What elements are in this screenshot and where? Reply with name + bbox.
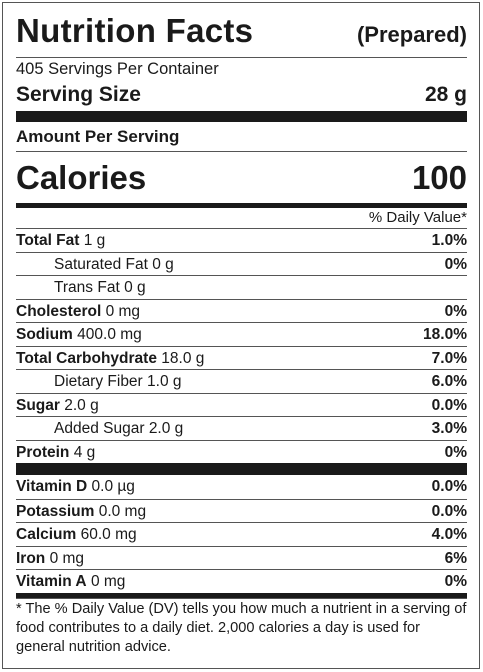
nutrient-row: Saturated Fat 0 g 0% (16, 251, 467, 276)
nutrient-daily-value: 0.0% (431, 478, 467, 495)
nutrient-label: Saturated Fat (54, 255, 148, 273)
nutrient-row: Protein 4 g 0% (16, 439, 467, 464)
calories-row: Calories 100 (16, 151, 467, 203)
nutrient-amount: 0 g (124, 279, 146, 296)
nutrient-row: Vitamin D 0.0 µg 0.0% (16, 475, 467, 499)
medium-divider (16, 203, 467, 208)
nutrient-daily-value: 0% (444, 255, 467, 273)
nutrient-row: Total Carbohydrate 18.0 g 7.0% (16, 345, 467, 370)
nutrient-amount: 0 mg (90, 573, 126, 590)
nutrient-amount: 0 mg (49, 549, 85, 567)
nutrient-daily-value: 0% (444, 573, 467, 590)
prepared-note: (Prepared) (356, 22, 467, 47)
nutrient-list: Total Fat 1 g 1.0% Saturated Fat 0 g 0% Tran… (16, 228, 467, 463)
nutrient-row: Added Sugar 2.0 g 3.0% (16, 416, 467, 440)
serving-size-row: Serving Size 28 g (16, 79, 467, 111)
nutrient-row: Dietary Fiber 1.0 g 6.0% (16, 369, 467, 393)
nutrient-name: Calcium 60.0 mg (16, 523, 137, 546)
nutrient-amount: 2.0 g (64, 396, 99, 414)
nutrient-row: Sugar 2.0 g 0.0% (16, 392, 467, 417)
nutrient-row: Cholesterol 0 mg 0% (16, 298, 467, 323)
thick-divider (16, 111, 467, 122)
nutrient-daily-value: 0.0% (431, 502, 467, 520)
nutrient-row: Iron 0 mg 6% (16, 545, 467, 570)
nutrient-amount: 0 mg (105, 302, 141, 320)
nutrient-daily-value: 0% (444, 302, 467, 320)
nutrient-name: Iron 0 mg (16, 547, 84, 570)
nutrient-name: Saturated Fat 0 g (16, 253, 174, 276)
nutrient-row: Potassium 0.0 mg 0.0% (16, 498, 467, 523)
nutrient-label: Cholesterol (16, 302, 102, 320)
nutrient-name: Added Sugar 2.0 g (16, 417, 183, 440)
nutrient-amount: 400.0 mg (77, 326, 142, 343)
nutrient-label: Potassium (16, 502, 95, 520)
nutrient-row: Total Fat 1 g 1.0% (16, 228, 467, 252)
thick-divider-vitamins (16, 463, 467, 475)
nutrient-daily-value: 6.0% (431, 373, 467, 390)
nutrient-daily-value: 6% (444, 549, 467, 567)
label-title: Nutrition Facts (16, 12, 254, 49)
nutrient-label: Protein (16, 443, 70, 461)
nutrient-name: Potassium 0.0 mg (16, 500, 146, 523)
nutrient-daily-value: 7.0% (431, 349, 467, 367)
nutrient-amount: 0.0 µg (91, 478, 135, 495)
serving-size-value: 28 g (424, 83, 467, 106)
nutrient-label: Vitamin A (16, 573, 87, 590)
nutrient-name: Sodium 400.0 mg (16, 323, 142, 346)
nutrient-name: Vitamin A 0 mg (16, 570, 125, 593)
amount-per-serving: Amount Per Serving (16, 127, 180, 146)
nutrient-daily-value: 0% (444, 443, 467, 461)
nutrient-daily-value: 4.0% (431, 526, 467, 543)
nutrient-amount: 1.0 g (147, 373, 182, 390)
serving-size-label: Serving Size (16, 83, 141, 106)
nutrient-name: Total Fat 1 g (16, 229, 105, 252)
nutrient-name: Vitamin D 0.0 µg (16, 475, 135, 499)
nutrient-amount: 4 g (73, 443, 96, 461)
nutrient-label: Sodium (16, 326, 73, 343)
nutrient-row: Calcium 60.0 mg 4.0% (16, 522, 467, 546)
nutrient-row: Trans Fat 0 g (16, 275, 467, 299)
nutrient-daily-value: 18.0% (423, 326, 467, 343)
nutrient-name: Cholesterol 0 mg (16, 300, 140, 323)
nutrient-label: Dietary Fiber (54, 373, 143, 390)
nutrient-daily-value: 1.0% (431, 232, 467, 249)
nutrient-amount: 60.0 mg (80, 526, 137, 543)
nutrient-amount: 2.0 g (148, 420, 184, 437)
nutrient-name: Sugar 2.0 g (16, 394, 99, 417)
nutrient-label: Total Fat (16, 232, 80, 249)
servings-per-container: 405 Servings Per Container (16, 57, 467, 79)
medium-divider-footnote (16, 592, 467, 598)
nutrient-label: Iron (16, 549, 46, 567)
vitamin-list: Vitamin D 0.0 µg 0.0% Potassium 0.0 mg 0.0%… (16, 475, 467, 593)
nutrient-label: Vitamin D (16, 478, 88, 495)
nutrient-amount: 0.0 mg (98, 502, 147, 520)
calories-label: Calories (16, 159, 147, 196)
title-row: Nutrition Facts (Prepared) (16, 3, 467, 57)
footnote: * The % Daily Value (DV) tells you how m… (16, 597, 467, 657)
nutrient-name: Total Carbohydrate 18.0 g (16, 347, 204, 370)
nutrient-daily-value: 3.0% (431, 420, 467, 437)
nutrient-label: Added Sugar (54, 420, 145, 437)
nutrient-label: Calcium (16, 526, 77, 543)
nutrient-amount: 1 g (83, 232, 106, 249)
nutrient-label: Total Carbohydrate (16, 349, 157, 367)
nutrient-row: Vitamin A 0 mg 0% (16, 569, 467, 593)
nutrient-name: Trans Fat 0 g (16, 276, 146, 299)
nutrient-daily-value: 0.0% (431, 396, 467, 414)
nutrient-label: Trans Fat (54, 279, 120, 296)
nutrient-name: Dietary Fiber 1.0 g (16, 370, 182, 393)
nutrient-amount: 0 g (152, 255, 174, 273)
nutrient-amount: 18.0 g (161, 349, 205, 367)
daily-value-header: % Daily Value* (368, 209, 467, 226)
nutrient-label: Sugar (16, 396, 60, 414)
nutrient-name: Protein 4 g (16, 441, 95, 464)
calories-value: 100 (411, 159, 467, 196)
nutrient-row: Sodium 400.0 mg 18.0% (16, 322, 467, 346)
